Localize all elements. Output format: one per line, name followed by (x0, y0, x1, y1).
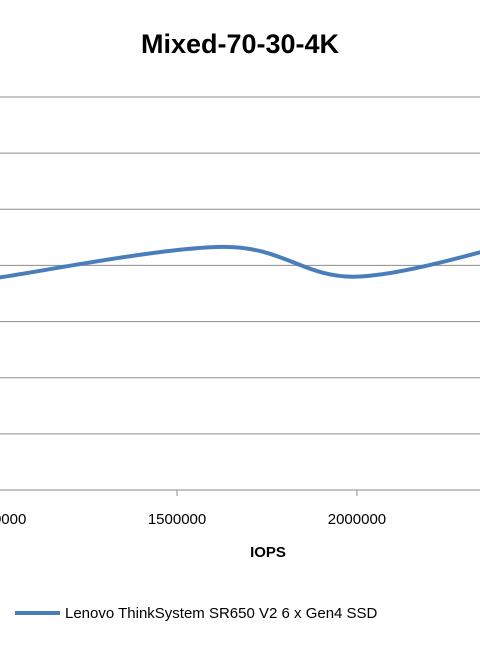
x-tick-label: 1500000 (148, 511, 206, 528)
x-tick-label: 1000000 (0, 511, 26, 528)
legend-label: Lenovo ThinkSystem SR650 V2 6 x Gen4 SSD (65, 605, 378, 622)
x-axis-label: IOPS (250, 544, 286, 561)
x-tick-label: 2000000 (328, 511, 386, 528)
data-line (0, 244, 480, 280)
chart-title: Mixed-70-30-4K (141, 29, 340, 59)
